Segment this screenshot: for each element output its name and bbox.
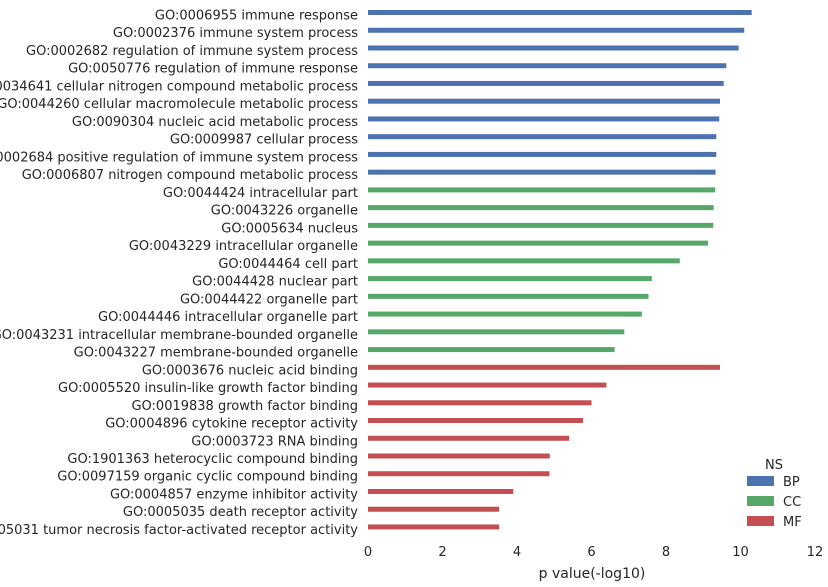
bar-mf: [368, 382, 607, 388]
category-labels: GO:0006955 immune response GO:0002376 imm…: [0, 9, 358, 538]
bar-bp: [368, 98, 721, 104]
category-label: GO:0003676 nucleic acid binding: [142, 363, 358, 378]
bar-mf: [368, 400, 592, 406]
bar-cc: [368, 258, 680, 264]
bar-mf: [368, 435, 570, 441]
bar-mf: [368, 418, 583, 424]
category-label: GO:0090304 nucleic acid metabolic proces…: [72, 115, 358, 130]
x-axis-label: p value(-log10): [539, 566, 646, 582]
bar-cc: [368, 311, 642, 317]
x-tick-label: 12: [807, 545, 824, 560]
x-tick-label: 10: [732, 545, 749, 560]
legend-label-bp: BP: [783, 475, 800, 490]
legend-swatch-cc: [747, 496, 774, 506]
bar-bp: [368, 116, 720, 122]
category-label: GO:0019838 growth factor binding: [131, 399, 358, 414]
legend: NS BP CC MF: [747, 458, 802, 530]
bar-cc: [368, 293, 649, 299]
bar-bp: [368, 151, 717, 157]
bar-cc: [368, 240, 709, 246]
bar-mf: [368, 364, 721, 370]
bar-bp: [368, 134, 717, 140]
category-label: GO:0044428 nuclear part: [192, 275, 358, 290]
category-label: GO:0003723 RNA binding: [191, 434, 358, 449]
category-label: GO:0044446 intracellular organelle part: [98, 310, 358, 325]
bar-cc: [368, 187, 716, 193]
x-tick-label: 2: [438, 545, 446, 560]
bar-mf: [368, 524, 500, 530]
bar-mf: [368, 471, 550, 477]
category-label: GO:0006955 immune response: [155, 9, 358, 24]
bar-cc: [368, 222, 714, 228]
legend-label-mf: MF: [783, 515, 802, 530]
category-label: GO:0043226 organelle: [211, 204, 358, 219]
bar-cc: [368, 329, 625, 335]
category-label: GO:0097159 organic cyclic compound bindi…: [57, 470, 358, 485]
category-label: GO:0044424 intracellular part: [163, 186, 358, 201]
category-label: GO:0044260 cellular macromolecule metabo…: [0, 97, 358, 112]
category-label: GO:0043229 intracellular organelle: [129, 239, 358, 254]
legend-title: NS: [765, 458, 783, 473]
category-label: GO:1901363 heterocyclic compound binding: [67, 452, 358, 467]
category-label: GO:0005520 insulin-like growth factor bi…: [58, 381, 358, 396]
category-label: GO:0002376 immune system process: [113, 26, 358, 41]
category-label: GO:0043227 membrane-bounded organelle: [74, 346, 358, 361]
bar-mf: [368, 488, 514, 494]
category-label: GO:0044422 organelle part: [180, 292, 358, 307]
bar-cc: [368, 276, 652, 282]
x-tick-label: 4: [513, 545, 521, 560]
category-label: GO:0009987 cellular process: [170, 133, 358, 148]
bar-bp: [368, 27, 745, 33]
bar-bp: [368, 80, 724, 86]
category-label: GO:0005031 tumor necrosis factor-activat…: [0, 523, 358, 538]
category-label: GO:0002684 positive regulation of immune…: [0, 150, 358, 165]
bar-bp: [368, 45, 739, 51]
category-label: GO:0034641 cellular nitrogen compound me…: [0, 79, 358, 94]
category-label: GO:0043231 intracellular membrane-bounde…: [0, 328, 358, 343]
category-label: GO:0050776 regulation of immune response: [68, 62, 358, 77]
category-label: GO:0006807 nitrogen compound metabolic p…: [22, 168, 359, 183]
bar-cc: [368, 347, 615, 353]
category-label: GO:0002682 regulation of immune system p…: [26, 44, 358, 59]
bar-bp: [368, 63, 727, 69]
bar-mf: [368, 453, 550, 459]
legend-swatch-mf: [747, 516, 774, 526]
category-label: GO:0004857 enzyme inhibitor activity: [110, 487, 358, 502]
bar-mf: [368, 506, 500, 512]
bar-bp: [368, 10, 752, 15]
category-label: GO:0044464 cell part: [218, 257, 358, 272]
legend-label-cc: CC: [783, 495, 801, 510]
x-tick-label: 0: [364, 545, 372, 560]
x-tick-label: 6: [587, 545, 595, 560]
bars: [368, 10, 752, 530]
category-label: GO:0005035 death receptor activity: [123, 505, 358, 520]
category-label: GO:0004896 cytokine receptor activity: [105, 417, 358, 432]
legend-swatch-bp: [747, 476, 774, 486]
bar-cc: [368, 205, 714, 211]
x-axis-ticks: 0 2 4 6 8 10 12: [364, 545, 823, 560]
bar-bp: [368, 169, 716, 175]
category-label: GO:0005634 nucleus: [221, 221, 358, 236]
x-tick-label: 8: [662, 545, 670, 560]
